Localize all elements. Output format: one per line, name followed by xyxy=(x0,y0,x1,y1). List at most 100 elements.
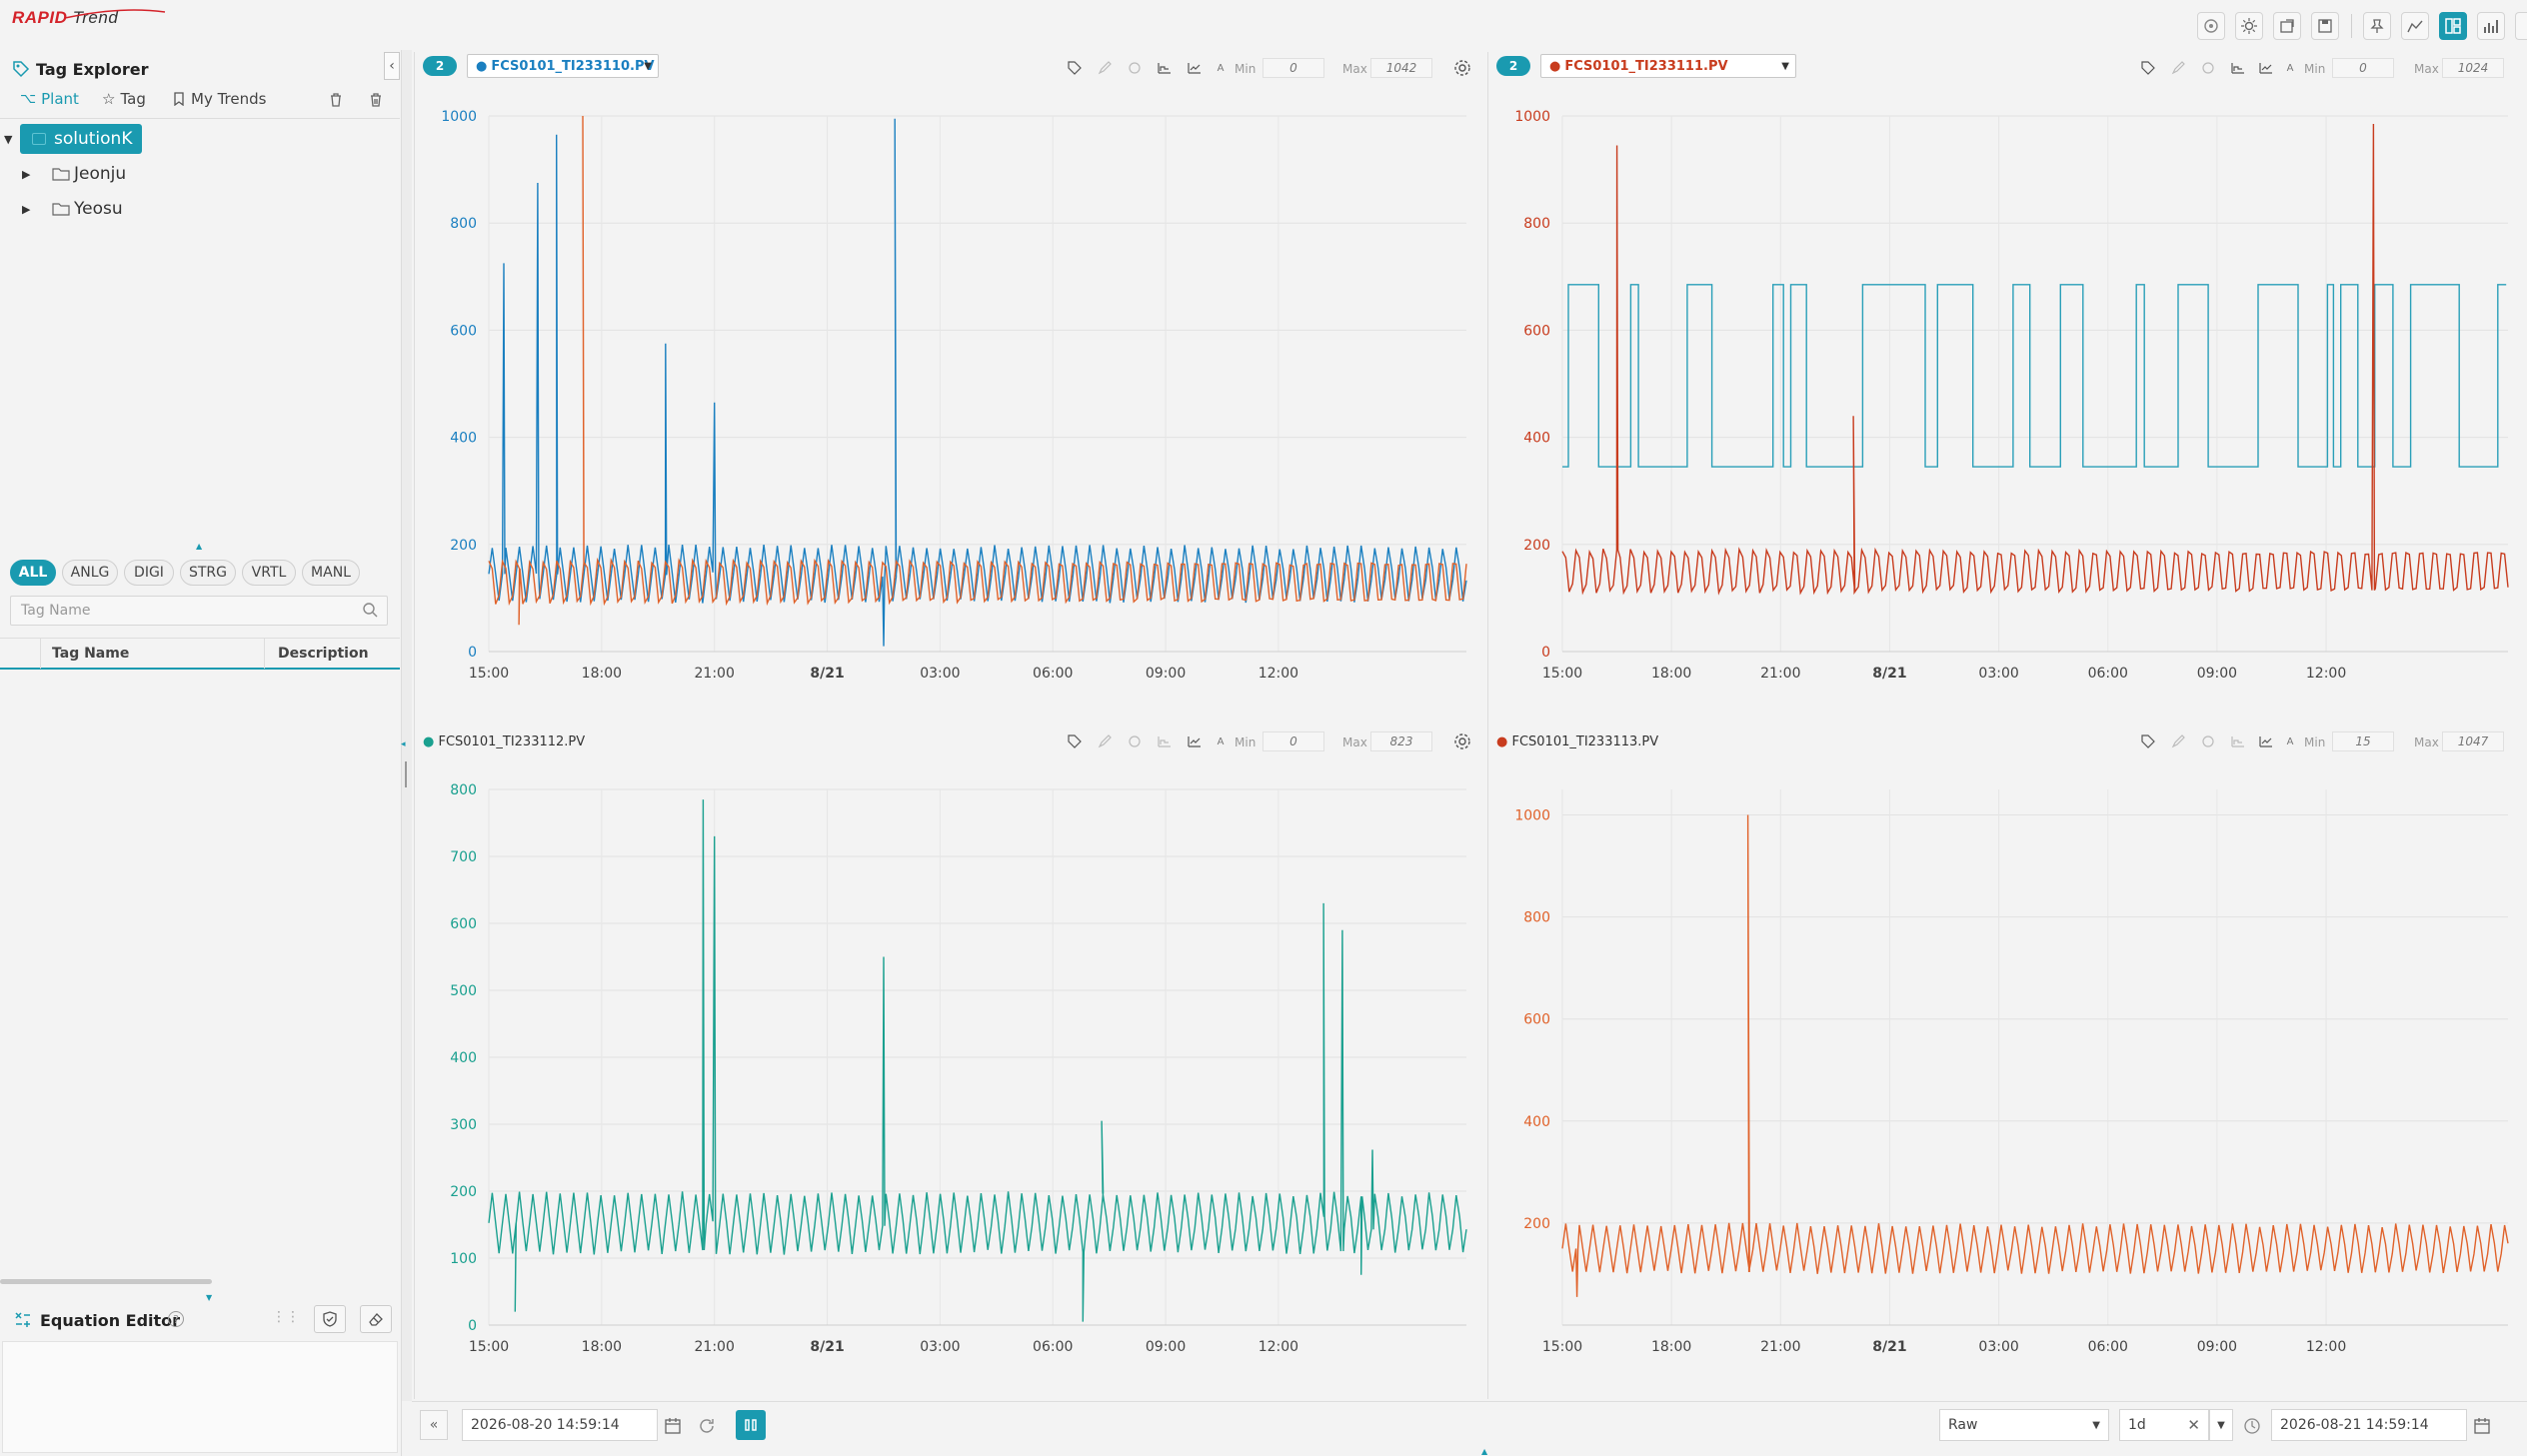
eraser-button[interactable] xyxy=(360,1305,392,1333)
filter-chip-strg[interactable]: STRG xyxy=(180,560,236,586)
tree-item-jeonju[interactable]: ▶ Jeonju xyxy=(22,162,126,186)
filter-chip-digi[interactable]: DIGI xyxy=(124,560,174,586)
collapse-sidebar-button[interactable]: ‹ xyxy=(384,52,400,80)
max-input[interactable]: 823 xyxy=(1370,731,1432,751)
step-chart-icon[interactable] xyxy=(1155,731,1175,751)
max-input[interactable]: 1047 xyxy=(2442,731,2504,751)
pen-icon[interactable] xyxy=(1095,731,1115,751)
theme-toggle-button[interactable] xyxy=(2235,12,2263,40)
max-input[interactable]: 1024 xyxy=(2442,58,2504,78)
sidebar xyxy=(0,50,402,1456)
trend-chart-4[interactable]: 200 400 600 800 1000 15:00 18:00 21:00 8/21 03:00… xyxy=(1488,759,2527,1399)
horizontal-scrollbar[interactable] xyxy=(0,1279,212,1284)
step-chart-icon[interactable] xyxy=(2228,58,2248,78)
resize-down-icon[interactable]: ▼ xyxy=(206,1293,213,1302)
trend-line-button[interactable] xyxy=(2401,12,2429,40)
delete-icon[interactable] xyxy=(328,92,344,108)
splitter[interactable] xyxy=(402,50,412,1401)
series-dot: ● xyxy=(423,734,435,749)
pin-button[interactable] xyxy=(2363,12,2391,40)
tab-my-trends[interactable]: My Trends xyxy=(172,90,266,108)
trend-chart-2[interactable]: 0 200 400 600 800 1000 15:00 18:00 21:00 8/21 03:0… xyxy=(1488,86,2527,726)
help-icon[interactable]: ? xyxy=(168,1311,184,1327)
filter-chip-all[interactable]: ALL xyxy=(10,560,56,586)
tag-select[interactable]: ● FCS0101_TI233111.PV ▼ xyxy=(1540,54,1796,78)
layout-grid-button[interactable] xyxy=(2439,12,2467,40)
trend-chart-icon[interactable] xyxy=(2256,731,2276,751)
step-chart-icon[interactable] xyxy=(1155,58,1175,78)
start-time-input[interactable]: 2026-08-20 14:59:14 xyxy=(462,1409,658,1441)
clear-all-icon[interactable] xyxy=(368,92,384,108)
trend-chart-icon[interactable] xyxy=(1185,731,1205,751)
trend-chart-icon[interactable] xyxy=(1185,58,1205,78)
scroll-left-button[interactable]: « xyxy=(420,1410,448,1440)
max-input[interactable]: 1042 xyxy=(1370,58,1432,78)
filter-chip-anlg[interactable]: ANLG xyxy=(62,560,118,586)
clock-icon[interactable] xyxy=(2243,1417,2261,1435)
tag-icon[interactable] xyxy=(2138,58,2158,78)
tree-root-row[interactable]: ▼ solutionK xyxy=(4,124,143,154)
pen-icon[interactable] xyxy=(2168,58,2188,78)
auto-scale-icon[interactable]: A xyxy=(1217,735,1225,747)
min-input[interactable]: 0 xyxy=(1263,731,1324,751)
refresh-icon[interactable] xyxy=(1125,731,1145,751)
export-button[interactable] xyxy=(2273,12,2301,40)
pen-icon[interactable] xyxy=(2168,731,2188,751)
refresh-icon[interactable] xyxy=(698,1417,716,1435)
filter-chip-manl[interactable]: MANL xyxy=(302,560,360,586)
series-count-badge: 2 xyxy=(1496,56,1530,76)
auto-scale-icon[interactable]: A xyxy=(2286,735,2294,747)
max-label: Max xyxy=(2414,62,2439,76)
min-input[interactable]: 0 xyxy=(1263,58,1324,78)
col-description[interactable]: Description xyxy=(278,646,369,662)
trend-chart-icon[interactable] xyxy=(2256,58,2276,78)
settings-button[interactable] xyxy=(2515,12,2527,40)
refresh-icon[interactable] xyxy=(2198,731,2218,751)
col-divider xyxy=(40,639,41,669)
tree-root-node[interactable]: solutionK xyxy=(20,124,143,154)
pen-icon[interactable] xyxy=(1095,58,1115,78)
step-chart-icon[interactable] xyxy=(2228,731,2248,751)
resize-up-icon[interactable]: ▲ xyxy=(1481,1447,1488,1456)
gear-icon[interactable] xyxy=(1452,731,1472,751)
validate-button[interactable] xyxy=(314,1305,346,1333)
tag-search-input[interactable]: Tag Name xyxy=(10,596,388,626)
col-tag-name[interactable]: Tag Name xyxy=(52,646,130,662)
tab-plant[interactable]: ⌥ Plant xyxy=(20,90,79,108)
calendar-icon[interactable] xyxy=(664,1417,682,1435)
end-time-input[interactable]: 2026-08-21 14:59:14 xyxy=(2271,1409,2467,1441)
tag-icon[interactable] xyxy=(1065,731,1085,751)
splitter-handle[interactable] xyxy=(405,761,407,787)
tag-icon[interactable] xyxy=(1065,58,1085,78)
save-button[interactable] xyxy=(2311,12,2339,40)
tree-item-yeosu[interactable]: ▶ Yeosu xyxy=(22,197,123,221)
tab-tag[interactable]: ☆ Tag xyxy=(102,90,146,108)
equation-input[interactable] xyxy=(2,1341,398,1453)
drag-handle-icon[interactable]: ⋮⋮ xyxy=(272,1309,300,1325)
refresh-icon[interactable] xyxy=(2198,58,2218,78)
mode-select[interactable]: Raw ▼ xyxy=(1939,1409,2109,1441)
min-input[interactable]: 0 xyxy=(2332,58,2394,78)
duration-dropdown[interactable]: ▼ xyxy=(2209,1409,2233,1441)
x-tick-label: 06:00 xyxy=(2088,666,2128,682)
tag-select[interactable]: ● FCS0101_TI233110.PV ▼ xyxy=(467,54,659,78)
pause-icon xyxy=(745,1419,757,1431)
x-tick-label: 18:00 xyxy=(582,1339,622,1355)
resize-up-icon[interactable]: ▲ xyxy=(196,542,203,551)
tag-icon[interactable] xyxy=(2138,731,2158,751)
trend-chart-3[interactable]: 0 100 200 300 400 500 600 700 800 15:00 18:00 21:00… xyxy=(415,759,1486,1399)
bar-chart-button[interactable] xyxy=(2477,12,2505,40)
min-input[interactable]: 15 xyxy=(2332,731,2394,751)
record-button[interactable] xyxy=(2197,12,2225,40)
duration-input[interactable]: 1d ✕ xyxy=(2119,1409,2209,1441)
auto-scale-icon[interactable]: A xyxy=(2286,62,2294,74)
filter-chip-vrtl[interactable]: VRTL xyxy=(242,560,296,586)
splitter-arrow-icon[interactable]: ◂ xyxy=(401,739,406,749)
calendar-icon[interactable] xyxy=(2473,1417,2491,1435)
gear-icon[interactable] xyxy=(1452,58,1472,78)
pause-button[interactable] xyxy=(736,1410,766,1440)
trend-chart-1[interactable]: 0 200 400 600 800 1000 15:00 18:00 21:00 8/21 03:0… xyxy=(415,86,1486,726)
auto-scale-icon[interactable]: A xyxy=(1217,62,1225,74)
refresh-icon[interactable] xyxy=(1125,58,1145,78)
clear-icon[interactable]: ✕ xyxy=(2187,1416,2200,1434)
